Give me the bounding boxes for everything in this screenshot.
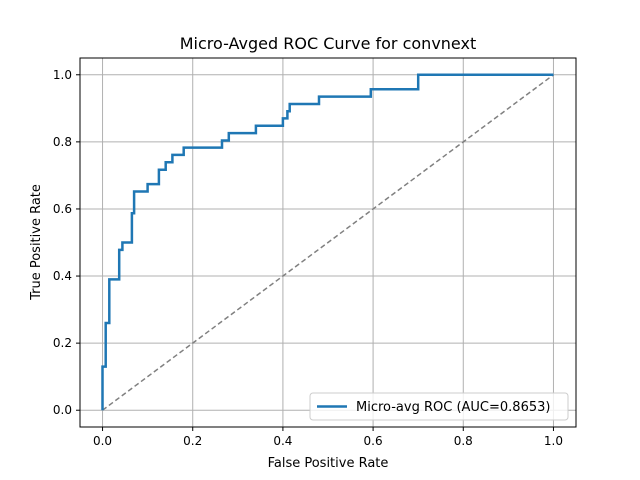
legend: Micro-avg ROC (AUC=0.8653) (309, 392, 569, 421)
x-tick-label: 0.4 (273, 434, 292, 448)
x-axis-label: False Positive Rate (268, 456, 389, 471)
chance-diagonal-line (102, 74, 554, 411)
legend-box (309, 392, 569, 421)
x-axis-ticks: 0.0 0.2 0.4 0.6 0.8 1.0 (93, 427, 563, 448)
y-tick-label: 1.0 (53, 68, 72, 82)
y-tick-label: 0.6 (53, 202, 72, 216)
x-tick-label: 0.8 (454, 434, 473, 448)
roc-curve-line (101, 73, 554, 411)
legend-label: Micro-avg ROC (AUC=0.8653) (356, 400, 550, 415)
y-tick-label: 0.2 (53, 336, 72, 350)
y-tick-label: 0.0 (53, 403, 72, 417)
y-tick-label: 0.4 (53, 269, 72, 283)
plot-area (79, 57, 577, 428)
x-tick-label: 0.2 (183, 434, 202, 448)
plot-frame (79, 57, 577, 428)
x-tick-label: 0.6 (364, 434, 383, 448)
y-tick-label: 0.8 (53, 135, 72, 149)
y-axis-label: True Positive Rate (29, 184, 44, 301)
chart-title: Micro-Avged ROC Curve for convnext (180, 34, 476, 53)
x-tick-label: 0.0 (93, 434, 112, 448)
y-axis-ticks: 0.0 0.2 0.4 0.6 0.8 1.0 (53, 68, 80, 417)
series-layer (101, 73, 554, 411)
x-tick-label: 1.0 (544, 434, 563, 448)
